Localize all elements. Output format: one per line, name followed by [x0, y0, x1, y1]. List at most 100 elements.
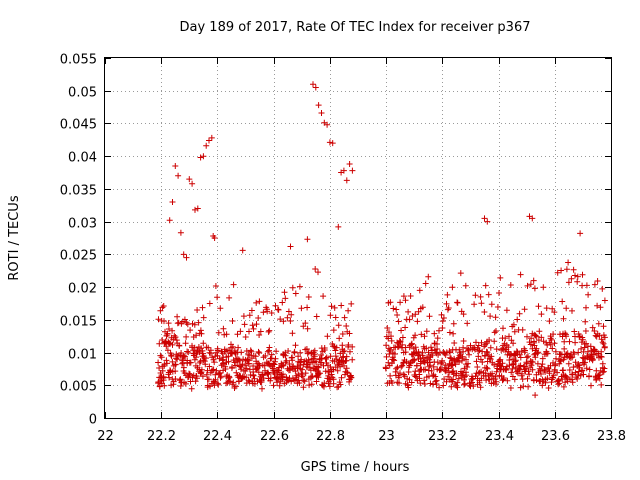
data-point [550, 331, 557, 338]
data-point [575, 368, 582, 375]
data-point [427, 362, 434, 369]
data-point [456, 359, 463, 365]
data-point [412, 311, 419, 318]
data-point [433, 377, 440, 384]
data-point [261, 362, 268, 369]
data-point [239, 247, 246, 254]
data-point [198, 345, 205, 352]
data-point [241, 321, 248, 328]
data-point [216, 355, 223, 362]
data-point [598, 336, 605, 343]
data-point [177, 229, 184, 236]
data-point [579, 367, 586, 374]
data-point [345, 307, 352, 314]
data-point [488, 301, 495, 308]
data-point [257, 328, 264, 335]
data-point [526, 371, 533, 378]
data-point [494, 304, 501, 310]
data-point [172, 334, 179, 341]
data-point [328, 303, 335, 310]
data-point [192, 378, 199, 385]
data-point [339, 331, 346, 337]
data-point [160, 303, 167, 309]
data-point [275, 367, 282, 374]
data-point [563, 373, 569, 380]
data-point [383, 353, 390, 360]
data-point [422, 366, 429, 373]
data-point [561, 345, 568, 352]
data-point [341, 348, 348, 354]
data-point [540, 284, 547, 291]
data-point [423, 328, 430, 335]
data-point [400, 293, 407, 300]
data-point [601, 344, 608, 351]
data-point [245, 360, 252, 367]
data-point [464, 364, 471, 370]
data-point [383, 342, 390, 349]
data-point [191, 356, 198, 363]
data-point [515, 370, 521, 377]
data-point [200, 340, 207, 347]
data-point [320, 293, 327, 300]
data-point [172, 368, 179, 375]
data-point [549, 305, 556, 312]
y-tick-label: 0.01 [68, 348, 97, 363]
data-point [166, 217, 173, 224]
data-point [313, 313, 320, 320]
data-point [430, 363, 437, 370]
data-point [296, 380, 303, 386]
data-point [575, 349, 582, 356]
chart-title: Day 189 of 2017, Rate Of TEC Index for r… [180, 20, 531, 35]
data-point [440, 315, 447, 321]
data-point [527, 341, 534, 348]
data-point [243, 348, 250, 354]
data-point [250, 325, 257, 332]
data-point [343, 177, 350, 184]
data-point [455, 375, 462, 382]
data-point [172, 163, 179, 169]
data-point [464, 320, 471, 327]
data-point [443, 378, 450, 385]
data-point [300, 323, 307, 330]
data-point [402, 324, 409, 331]
y-tick-label: 0.03 [68, 217, 97, 232]
data-point [583, 304, 589, 311]
data-point [436, 327, 442, 334]
data-point [388, 333, 394, 340]
data-point [220, 360, 227, 367]
data-point [517, 354, 524, 361]
data-point [187, 378, 194, 385]
data-point [334, 367, 341, 374]
data-point [315, 269, 321, 276]
data-point [549, 345, 556, 352]
data-point [523, 360, 530, 367]
data-point [155, 379, 162, 385]
data-point [411, 357, 418, 364]
data-point [517, 384, 524, 391]
data-point [580, 371, 587, 378]
data-point [181, 316, 188, 323]
data-point [413, 362, 420, 369]
data-point [508, 369, 515, 376]
data-point [306, 382, 313, 389]
data-point [155, 316, 162, 323]
data-point [565, 279, 572, 286]
data-point [506, 333, 512, 340]
data-point [465, 360, 471, 367]
data-point [449, 284, 456, 291]
data-point [256, 349, 263, 356]
data-point [211, 359, 218, 366]
data-point [251, 375, 258, 382]
data-point [417, 380, 424, 387]
data-point [194, 205, 201, 212]
data-point [326, 383, 333, 390]
data-point [454, 299, 461, 306]
data-point [555, 381, 562, 388]
data-point [279, 299, 286, 306]
data-point [398, 327, 405, 334]
data-point [397, 370, 403, 377]
data-point [600, 340, 607, 347]
data-point [561, 354, 568, 361]
y-tick-label: 0.035 [60, 184, 97, 199]
